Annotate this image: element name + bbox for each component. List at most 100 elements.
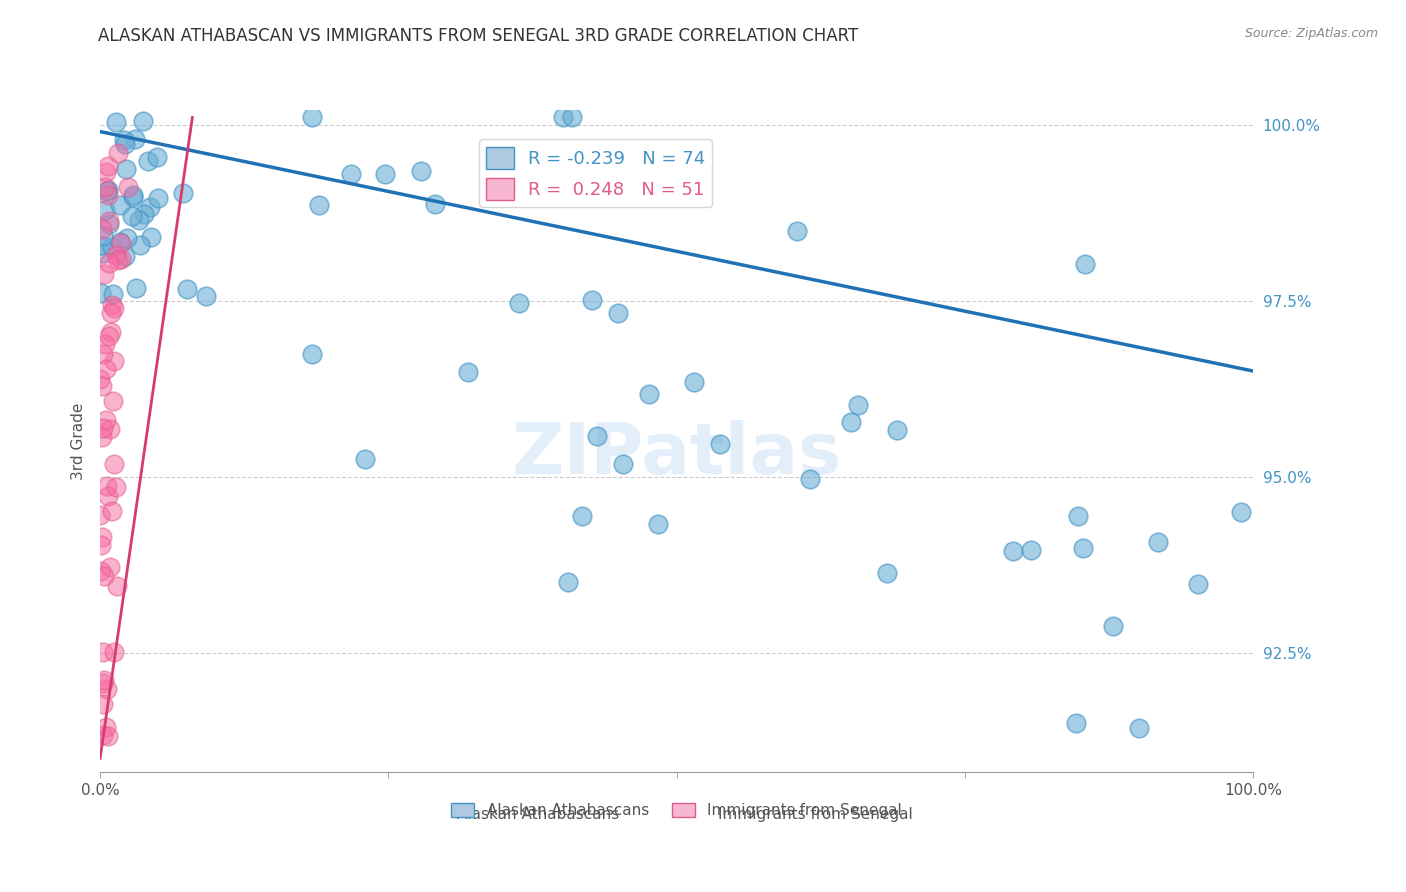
Alaskan Athabascans: [1064, 716, 1087, 731]
Alaskan Athabascans: [301, 347, 323, 361]
Immigrants from Senegal: [98, 559, 121, 574]
Immigrants from Senegal: [93, 337, 115, 351]
Immigrants from Senegal: [98, 422, 121, 436]
Alaskan Athabascans: [581, 293, 603, 307]
Alaskan Athabascans: [129, 238, 152, 252]
Alaskan Athabascans: [172, 186, 194, 201]
Alaskan Athabascans: [94, 202, 117, 217]
Text: Alaskan Athabascans: Alaskan Athabascans: [457, 806, 619, 822]
Immigrants from Senegal: [91, 698, 114, 712]
Immigrants from Senegal: [97, 188, 120, 202]
Alaskan Athabascans: [1071, 541, 1094, 556]
Alaskan Athabascans: [136, 153, 159, 168]
Alaskan Athabascans: [195, 289, 218, 303]
Text: ALASKAN ATHABASCAN VS IMMIGRANTS FROM SENEGAL 3RD GRADE CORRELATION CHART: ALASKAN ATHABASCAN VS IMMIGRANTS FROM SE…: [98, 27, 859, 45]
Immigrants from Senegal: [97, 159, 120, 173]
Immigrants from Senegal: [105, 579, 128, 593]
Immigrants from Senegal: [91, 727, 114, 741]
Immigrants from Senegal: [90, 222, 112, 236]
Alaskan Athabascans: [91, 245, 114, 260]
Alaskan Athabascans: [121, 209, 143, 223]
Alaskan Athabascans: [114, 161, 136, 176]
Alaskan Athabascans: [411, 163, 433, 178]
Alaskan Athabascans: [90, 238, 112, 252]
Alaskan Athabascans: [128, 212, 150, 227]
Immigrants from Senegal: [94, 361, 117, 376]
Alaskan Athabascans: [122, 190, 145, 204]
Alaskan Athabascans: [374, 167, 396, 181]
Immigrants from Senegal: [100, 305, 122, 319]
Immigrants from Senegal: [103, 353, 125, 368]
Immigrants from Senegal: [90, 564, 112, 578]
Alaskan Athabascans: [1074, 257, 1097, 271]
Alaskan Athabascans: [886, 424, 908, 438]
Immigrants from Senegal: [101, 297, 124, 311]
Immigrants from Senegal: [110, 252, 132, 267]
Immigrants from Senegal: [96, 682, 118, 697]
Alaskan Athabascans: [1066, 509, 1088, 524]
Immigrants from Senegal: [91, 530, 114, 544]
Immigrants from Senegal: [97, 256, 120, 270]
Alaskan Athabascans: [176, 282, 198, 296]
Immigrants from Senegal: [93, 267, 115, 281]
Alaskan Athabascans: [122, 187, 145, 202]
Alaskan Athabascans: [709, 436, 731, 450]
Alaskan Athabascans: [457, 366, 479, 380]
Alaskan Athabascans: [647, 517, 669, 532]
Alaskan Athabascans: [841, 415, 863, 429]
Immigrants from Senegal: [90, 379, 112, 393]
Alaskan Athabascans: [105, 114, 128, 128]
Immigrants from Senegal: [98, 213, 121, 227]
Alaskan Athabascans: [308, 197, 330, 211]
Immigrants from Senegal: [105, 480, 128, 494]
Text: ZIPatlas: ZIPatlas: [512, 420, 842, 489]
Immigrants from Senegal: [96, 478, 118, 492]
Alaskan Athabascans: [141, 230, 163, 244]
Immigrants from Senegal: [93, 569, 115, 583]
Immigrants from Senegal: [90, 538, 112, 552]
Text: Source: ZipAtlas.com: Source: ZipAtlas.com: [1244, 27, 1378, 40]
Immigrants from Senegal: [91, 421, 114, 435]
Immigrants from Senegal: [98, 328, 121, 343]
Alaskan Athabascans: [1101, 619, 1123, 633]
Immigrants from Senegal: [101, 504, 124, 518]
Alaskan Athabascans: [108, 198, 131, 212]
Alaskan Athabascans: [124, 132, 146, 146]
Alaskan Athabascans: [115, 231, 138, 245]
Immigrants from Senegal: [96, 721, 118, 735]
Immigrants from Senegal: [94, 180, 117, 194]
Alaskan Athabascans: [103, 286, 125, 301]
Alaskan Athabascans: [125, 281, 148, 295]
Immigrants from Senegal: [100, 326, 122, 340]
Immigrants from Senegal: [110, 236, 132, 251]
Immigrants from Senegal: [101, 394, 124, 409]
Alaskan Athabascans: [340, 167, 363, 181]
Alaskan Athabascans: [508, 296, 530, 310]
Immigrants from Senegal: [103, 645, 125, 659]
Alaskan Athabascans: [571, 509, 593, 524]
Alaskan Athabascans: [786, 224, 808, 238]
Alaskan Athabascans: [638, 387, 661, 401]
Alaskan Athabascans: [132, 114, 155, 128]
Immigrants from Senegal: [97, 490, 120, 504]
Alaskan Athabascans: [353, 451, 375, 466]
Alaskan Athabascans: [612, 457, 634, 471]
Alaskan Athabascans: [1001, 543, 1024, 558]
Alaskan Athabascans: [1128, 721, 1150, 735]
Immigrants from Senegal: [104, 247, 127, 261]
Alaskan Athabascans: [301, 111, 323, 125]
Alaskan Athabascans: [561, 111, 583, 125]
Immigrants from Senegal: [107, 252, 129, 267]
Immigrants from Senegal: [96, 413, 118, 427]
Alaskan Athabascans: [138, 200, 160, 214]
Immigrants from Senegal: [91, 676, 114, 690]
Immigrants from Senegal: [97, 729, 120, 743]
Y-axis label: 3rd Grade: 3rd Grade: [72, 402, 86, 480]
Alaskan Athabascans: [1021, 542, 1043, 557]
Alaskan Athabascans: [606, 306, 628, 320]
Alaskan Athabascans: [876, 566, 898, 581]
Immigrants from Senegal: [91, 430, 114, 444]
Alaskan Athabascans: [551, 111, 574, 125]
Alaskan Athabascans: [1187, 577, 1209, 591]
Alaskan Athabascans: [799, 472, 821, 486]
